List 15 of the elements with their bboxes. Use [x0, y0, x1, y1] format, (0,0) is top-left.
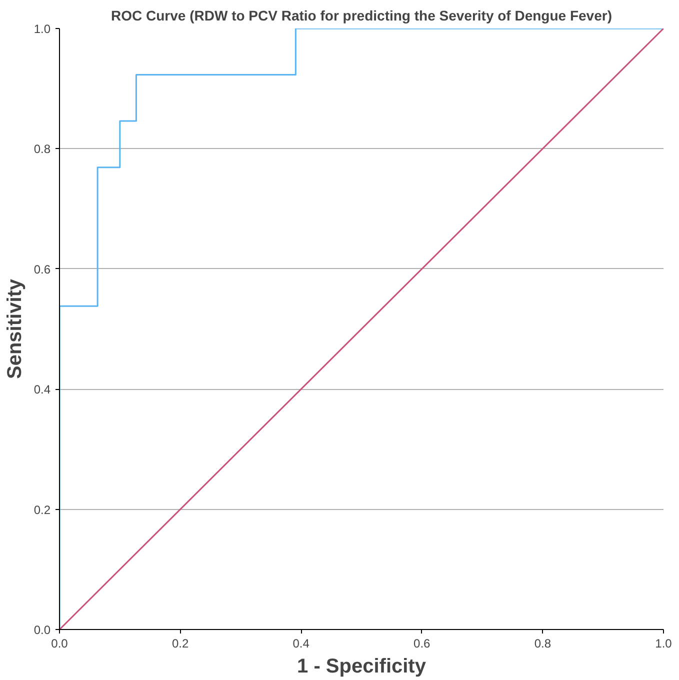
x-tick-label: 0.0 [51, 636, 68, 650]
x-tick-label: 0.6 [414, 636, 431, 650]
y-tick-label: 0.6 [34, 262, 51, 276]
y-tick-label: 0.8 [34, 142, 51, 156]
x-axis-title: 1 - Specificity [297, 656, 427, 678]
x-tick-label: 0.2 [172, 636, 189, 650]
chart-title: ROC Curve (RDW to PCV Ratio for predicting the Severity of Dengue Fever) [111, 8, 612, 24]
y-tick-label: 0.2 [34, 502, 51, 517]
x-tick-label: 0.8 [534, 636, 552, 650]
y-tick-label: 0.0 [34, 623, 51, 637]
y-tick-label: 1.0 [34, 22, 51, 36]
y-axis-title: Sensitivity [4, 278, 26, 380]
x-tick-label: 1.0 [655, 636, 672, 650]
y-tick-label: 0.4 [34, 382, 51, 397]
x-tick-label: 0.4 [292, 636, 310, 650]
